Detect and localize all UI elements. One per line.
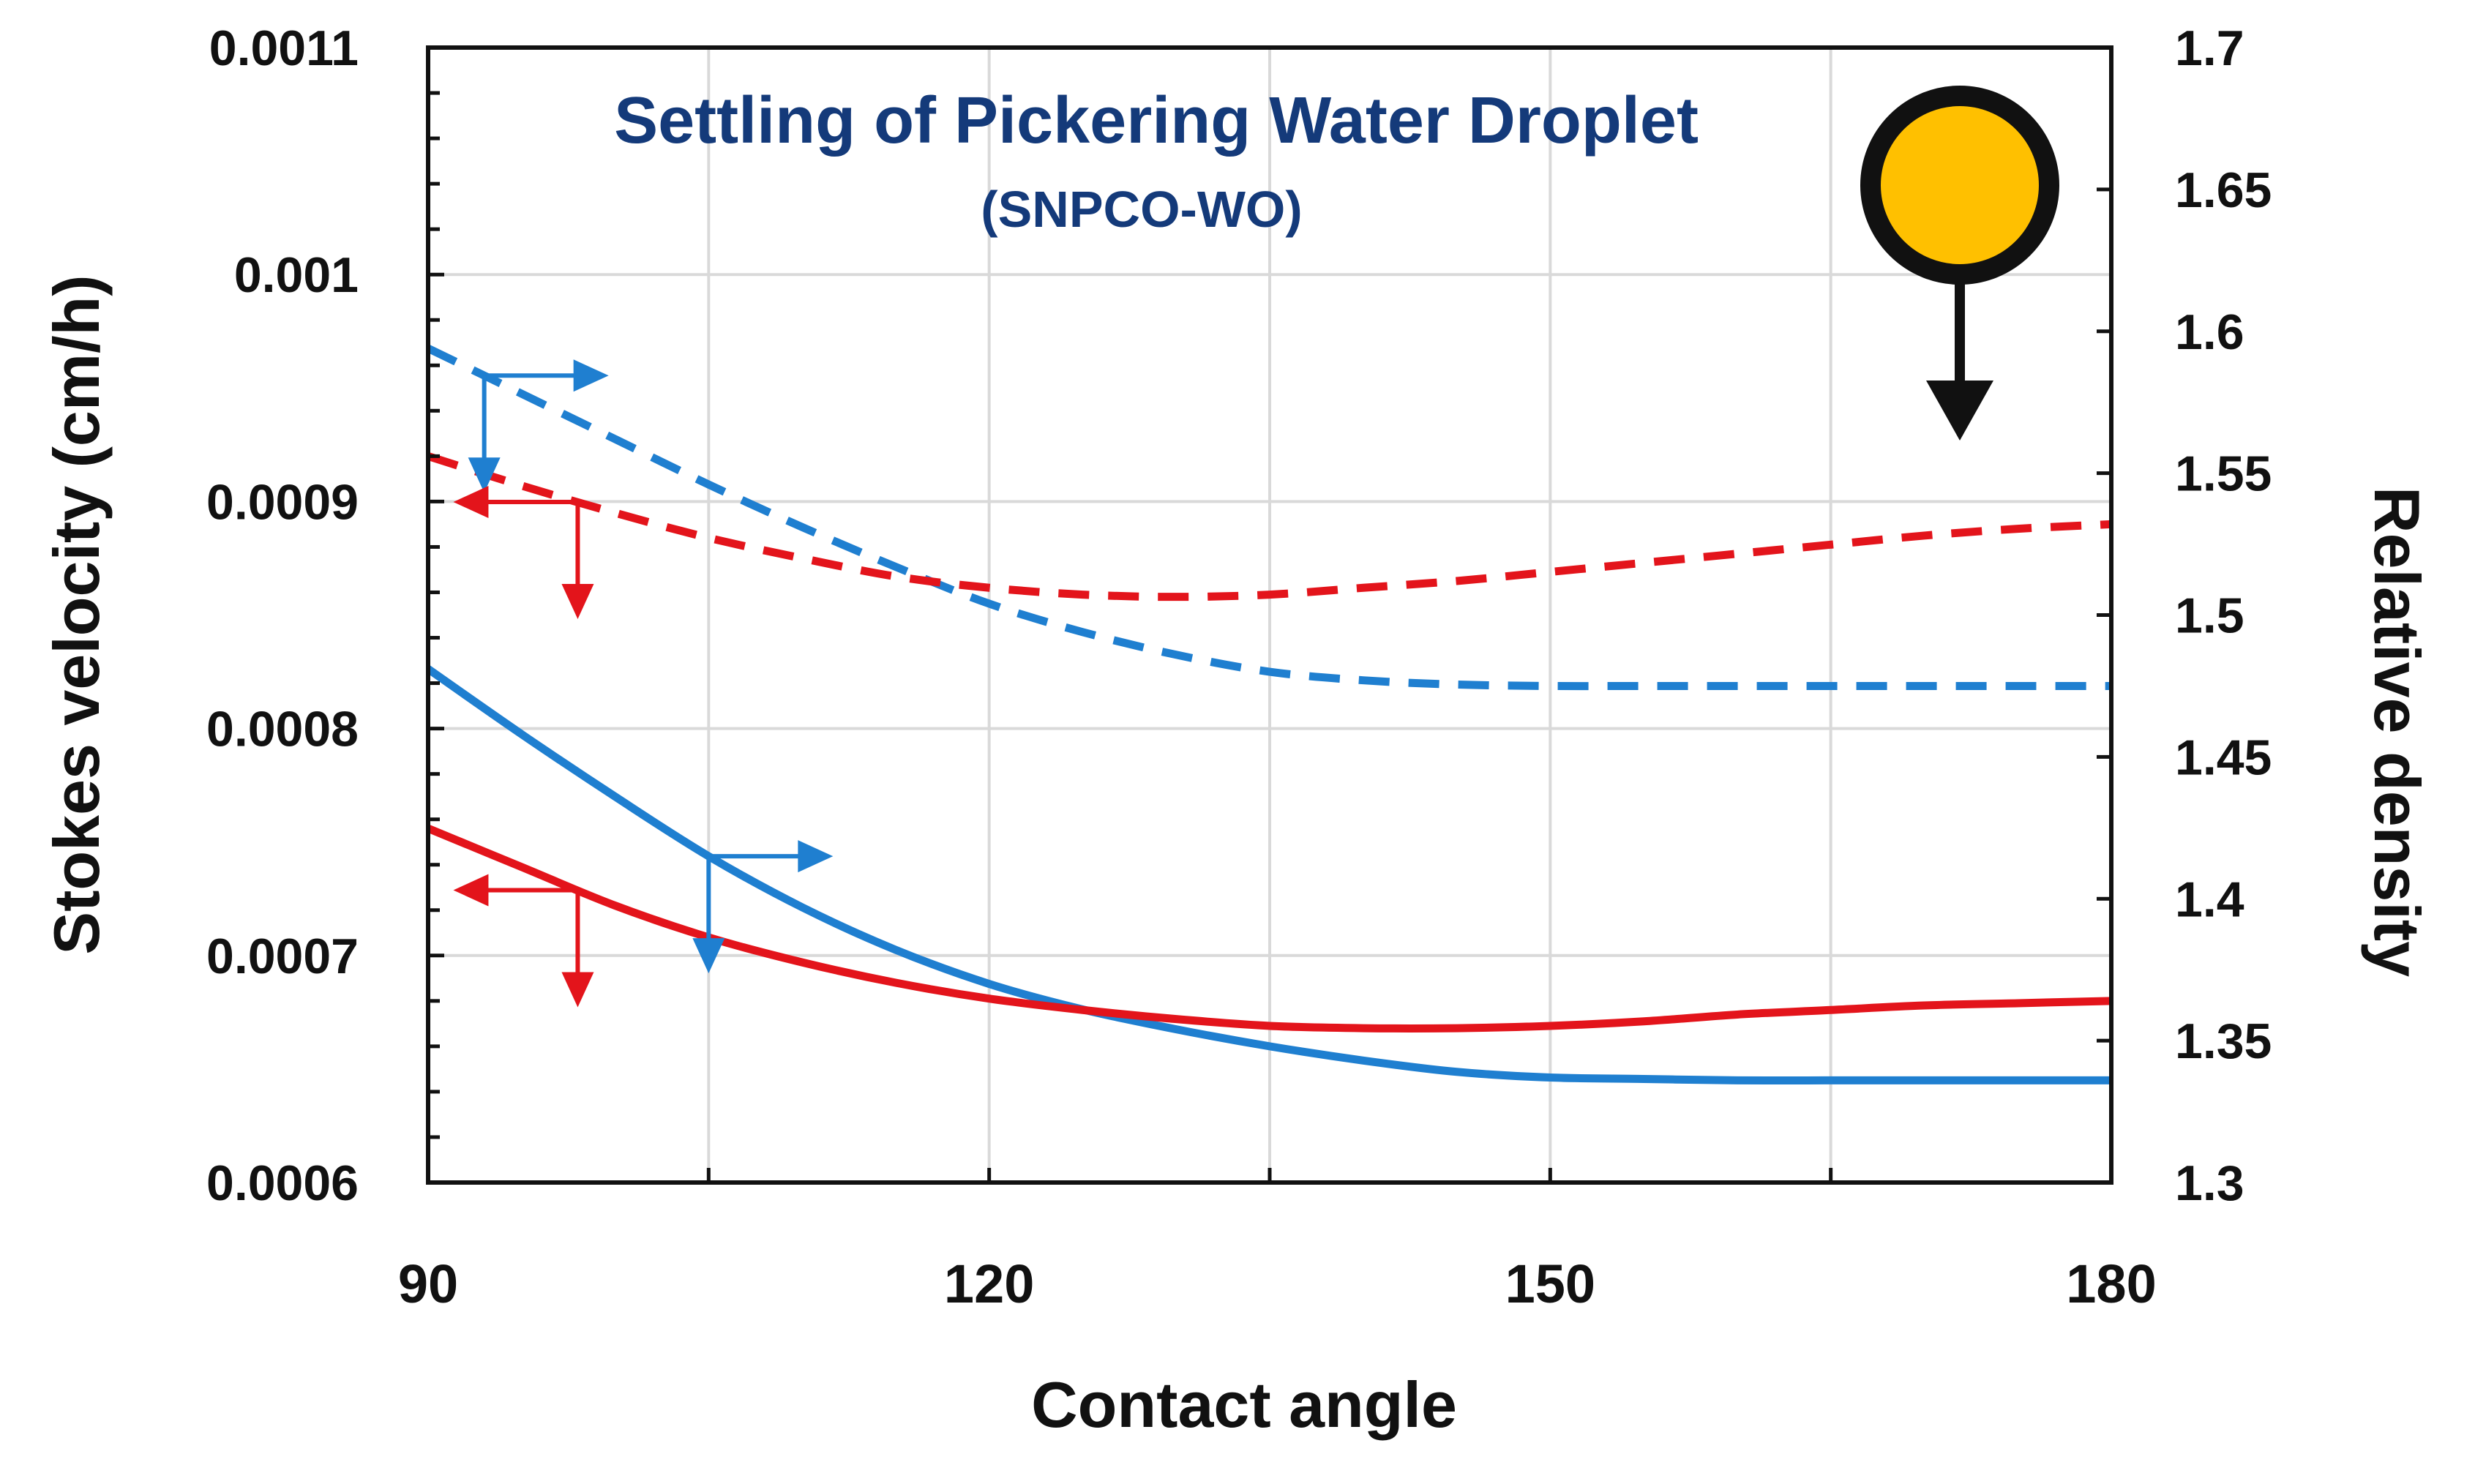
y-right-tick-label: 1.55 <box>2175 446 2272 502</box>
axis-pointer-head-down <box>561 972 594 1008</box>
y-right-tick-label: 1.7 <box>2175 20 2244 76</box>
y-left-tick-label: 0.0007 <box>206 929 359 984</box>
y-left-tick-label: 0.0009 <box>206 474 359 530</box>
axis-pointer-head-right <box>573 359 609 392</box>
axis-pointer-head-down <box>692 938 725 974</box>
y-right-tick-label: 1.45 <box>2175 730 2272 785</box>
axis-pointer-layer <box>453 359 834 1008</box>
chart-title: Settling of Pickering Water Droplet <box>614 84 1699 157</box>
y-axis-right-title: Relative density <box>2361 487 2433 977</box>
y-right-tick-label: 1.35 <box>2175 1013 2272 1069</box>
axis-pointer <box>453 486 594 620</box>
tick-labels: 0.0006 0.0007 0.0008 0.0009 0.001 0.0011 1.3 1.… <box>206 20 2272 1314</box>
series-line-dashed-right-axis <box>426 345 2111 691</box>
series-line-solid-right-axis <box>425 665 2111 1085</box>
tick-marks <box>426 45 2113 1185</box>
axis-pointer-head-left <box>453 874 489 907</box>
y-left-tick-label: 0.0008 <box>206 702 359 757</box>
axis-pointer-head-down <box>561 584 594 620</box>
x-tick-label: 180 <box>2066 1253 2156 1314</box>
y-left-tick-label: 0.001 <box>234 247 359 303</box>
y-right-tick-label: 1.3 <box>2175 1155 2244 1211</box>
y-right-tick-label: 1.5 <box>2175 588 2244 644</box>
x-tick-label: 150 <box>1505 1253 1595 1314</box>
x-axis-title: Contact angle <box>1031 1368 1457 1441</box>
y-left-tick-label: 0.0011 <box>209 20 359 76</box>
axis-pointer-head-right <box>798 840 834 873</box>
droplet-arrow-head <box>1926 381 1993 441</box>
x-tick-label: 120 <box>944 1253 1034 1314</box>
y-right-tick-label: 1.6 <box>2175 304 2244 360</box>
axis-pointer-head-left <box>453 486 489 519</box>
y-axis-left-title: Stokes velocity (cm/h) <box>40 274 113 954</box>
axis-pointer <box>453 874 594 1008</box>
chart-subtitle: (SNPCO-WO) <box>981 181 1302 238</box>
y-left-tick-label: 0.0006 <box>206 1155 359 1211</box>
axis-pointer-head-down <box>468 457 501 493</box>
droplet-circle <box>1860 86 2059 285</box>
series-line-dashed-left-axis <box>427 452 2112 602</box>
x-tick-label: 90 <box>398 1253 458 1314</box>
y-right-tick-label: 1.65 <box>2175 162 2272 218</box>
axis-pointer <box>692 840 834 974</box>
axis-pointer <box>468 359 609 493</box>
settling-droplet-icon <box>1860 86 2059 441</box>
y-right-tick-label: 1.4 <box>2175 872 2244 927</box>
